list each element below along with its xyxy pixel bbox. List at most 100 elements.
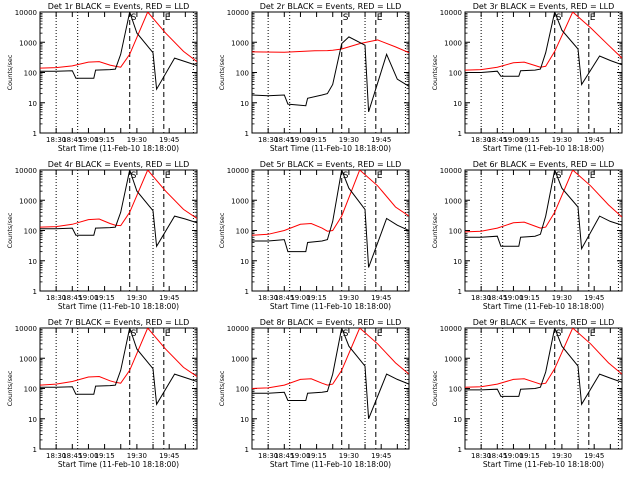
x-tick-label: 18:30 (258, 294, 278, 302)
x-axis-label: Start Time (11-Feb-10 18:18:00) (483, 144, 604, 153)
x-tick-label: 18:30 (471, 294, 491, 302)
y-tick-label: 10000 (15, 325, 37, 333)
x-tick-label: 19:15 (307, 452, 327, 460)
x-tick-label: 18:30 (46, 136, 66, 144)
start-marker-label: S (131, 13, 137, 23)
series-line-lld (40, 170, 197, 228)
y-tick-label: 1 (245, 130, 249, 138)
chart-title: Det 4r BLACK = Events, RED = LLD (48, 160, 190, 169)
y-tick-label: 10000 (15, 167, 37, 175)
chart-title: Det 2r BLACK = Events, RED = LLD (260, 2, 402, 11)
end-marker-label: E (165, 329, 171, 339)
x-tick-label: 19:45 (371, 294, 391, 302)
y-tick-label: 1 (245, 288, 249, 296)
x-tick-label: 19:45 (584, 294, 604, 302)
end-marker-label: E (377, 171, 383, 181)
x-tick-label: 19:15 (520, 294, 540, 302)
plot-frame (39, 327, 198, 450)
x-tick-label: 19:00 (78, 294, 98, 302)
chart-panel-5: Det 5r BLACK = Events, RED = LLD 1 10 100 10… (218, 160, 410, 311)
end-marker-label: E (165, 13, 171, 23)
series-line-events (40, 328, 197, 406)
x-tick-label: 18:45 (62, 452, 82, 460)
x-tick-label: 18:45 (274, 136, 294, 144)
x-tick-label: 19:45 (371, 136, 391, 144)
x-axis-label: Start Time (11-Feb-10 18:18:00) (58, 144, 179, 153)
x-tick-label: 19:45 (159, 294, 179, 302)
end-marker-label: E (377, 329, 383, 339)
x-tick-label: 19:00 (290, 452, 310, 460)
x-tick-label: 18:45 (487, 294, 507, 302)
series-line-lld (40, 328, 197, 386)
x-tick-label: 18:45 (487, 452, 507, 460)
end-marker-label: E (590, 329, 596, 339)
x-tick-label: 18:30 (258, 452, 278, 460)
y-tick-label: 10000 (227, 9, 249, 17)
x-tick-label: 19:30 (339, 452, 359, 460)
y-axis-label: Counts/sec (431, 54, 439, 90)
y-tick-label: 1000 (231, 197, 249, 205)
series-line-events (465, 170, 622, 251)
plot-frame (251, 327, 410, 450)
y-tick-label: 100 (24, 70, 37, 78)
x-tick-label: 19:45 (159, 452, 179, 460)
x-axis-label: Start Time (11-Feb-10 18:18:00) (58, 460, 179, 469)
y-tick-label: 10000 (440, 167, 462, 175)
plot-frame (39, 169, 198, 292)
y-tick-label: 100 (449, 386, 462, 394)
end-marker-label: E (377, 13, 383, 23)
x-tick-label: 18:45 (274, 452, 294, 460)
y-tick-label: 100 (236, 228, 249, 236)
y-tick-label: 1000 (444, 197, 462, 205)
x-tick-label: 19:30 (552, 452, 572, 460)
start-marker-label: S (556, 13, 562, 23)
start-marker-label: S (556, 329, 562, 339)
x-axis-label: Start Time (11-Feb-10 18:18:00) (483, 460, 604, 469)
y-tick-label: 1 (245, 446, 249, 454)
end-marker-label: E (165, 171, 171, 181)
x-tick-label: 18:30 (471, 452, 491, 460)
y-axis-label: Counts/sec (431, 370, 439, 406)
y-tick-label: 10000 (227, 325, 249, 333)
x-tick-label: 19:15 (95, 294, 115, 302)
x-tick-label: 19:00 (503, 294, 523, 302)
x-tick-label: 19:00 (78, 136, 98, 144)
chart-panel-4: Det 4r BLACK = Events, RED = LLD 1 10 100 10… (6, 160, 198, 311)
y-tick-label: 1 (33, 130, 37, 138)
end-marker-label: E (590, 13, 596, 23)
x-axis-label: Start Time (11-Feb-10 18:18:00) (270, 302, 391, 311)
start-marker-label: S (131, 171, 137, 181)
x-tick-label: 19:15 (307, 294, 327, 302)
x-tick-label: 18:30 (46, 294, 66, 302)
y-tick-label: 10000 (227, 167, 249, 175)
x-tick-label: 19:00 (503, 452, 523, 460)
series-line-lld (465, 12, 622, 71)
y-tick-label: 1000 (19, 355, 37, 363)
x-tick-label: 18:30 (471, 136, 491, 144)
x-tick-label: 19:15 (307, 136, 327, 144)
x-tick-label: 18:45 (274, 294, 294, 302)
chart-title: Det 3r BLACK = Events, RED = LLD (473, 2, 615, 11)
y-tick-label: 1000 (231, 39, 249, 47)
y-tick-label: 100 (449, 70, 462, 78)
y-tick-label: 10000 (440, 9, 462, 17)
y-tick-label: 1000 (19, 197, 37, 205)
y-tick-label: 1 (458, 446, 462, 454)
y-axis-label: Counts/sec (6, 54, 14, 90)
x-axis-label: Start Time (11-Feb-10 18:18:00) (270, 460, 391, 469)
y-tick-label: 100 (24, 228, 37, 236)
x-tick-label: 19:15 (95, 452, 115, 460)
y-tick-label: 1000 (231, 355, 249, 363)
x-tick-label: 19:00 (290, 294, 310, 302)
series-line-lld (40, 12, 197, 69)
y-tick-label: 100 (236, 70, 249, 78)
x-tick-label: 19:45 (159, 136, 179, 144)
start-marker-label: S (343, 171, 349, 181)
y-tick-label: 10 (28, 100, 37, 108)
y-tick-label: 100 (236, 386, 249, 394)
x-tick-label: 19:00 (78, 452, 98, 460)
x-axis-label: Start Time (11-Feb-10 18:18:00) (58, 302, 179, 311)
y-tick-label: 10 (240, 416, 249, 424)
x-tick-label: 19:30 (127, 294, 147, 302)
